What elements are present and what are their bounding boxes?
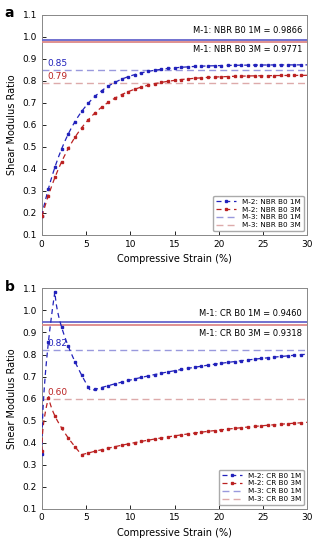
- Text: a: a: [4, 6, 14, 20]
- Y-axis label: Shear Modulus Ratio: Shear Modulus Ratio: [7, 348, 17, 449]
- Legend: M-2: NBR B0 1M, M-2: NBR B0 3M, M-3: NBR B0 1M, M-3: NBR B0 3M: M-2: NBR B0 1M, M-2: NBR B0 3M, M-3: NBR…: [213, 196, 304, 231]
- X-axis label: Compressive Strain (%): Compressive Strain (%): [117, 528, 232, 538]
- Text: 0.79: 0.79: [47, 72, 67, 81]
- Text: 0.82: 0.82: [47, 340, 67, 348]
- Legend: M-2: CR B0 1M, M-2: CR B0 3M, M-3: CR B0 1M, M-3: CR B0 3M: M-2: CR B0 1M, M-2: CR B0 3M, M-3: CR B0…: [219, 470, 304, 505]
- Text: M-1: NBR B0 1M = 0.9866: M-1: NBR B0 1M = 0.9866: [193, 26, 302, 35]
- Y-axis label: Shear Modulus Ratio: Shear Modulus Ratio: [7, 74, 17, 175]
- X-axis label: Compressive Strain (%): Compressive Strain (%): [117, 254, 232, 264]
- Text: 0.60: 0.60: [47, 388, 67, 397]
- Text: 0.85: 0.85: [47, 59, 67, 68]
- Text: M-1: CR B0 1M = 0.9460: M-1: CR B0 1M = 0.9460: [199, 308, 302, 318]
- Text: M-1: CR B0 3M = 0.9318: M-1: CR B0 3M = 0.9318: [199, 329, 302, 338]
- Text: b: b: [4, 280, 14, 294]
- Text: M-1: NBR B0 3M = 0.9771: M-1: NBR B0 3M = 0.9771: [193, 45, 302, 54]
